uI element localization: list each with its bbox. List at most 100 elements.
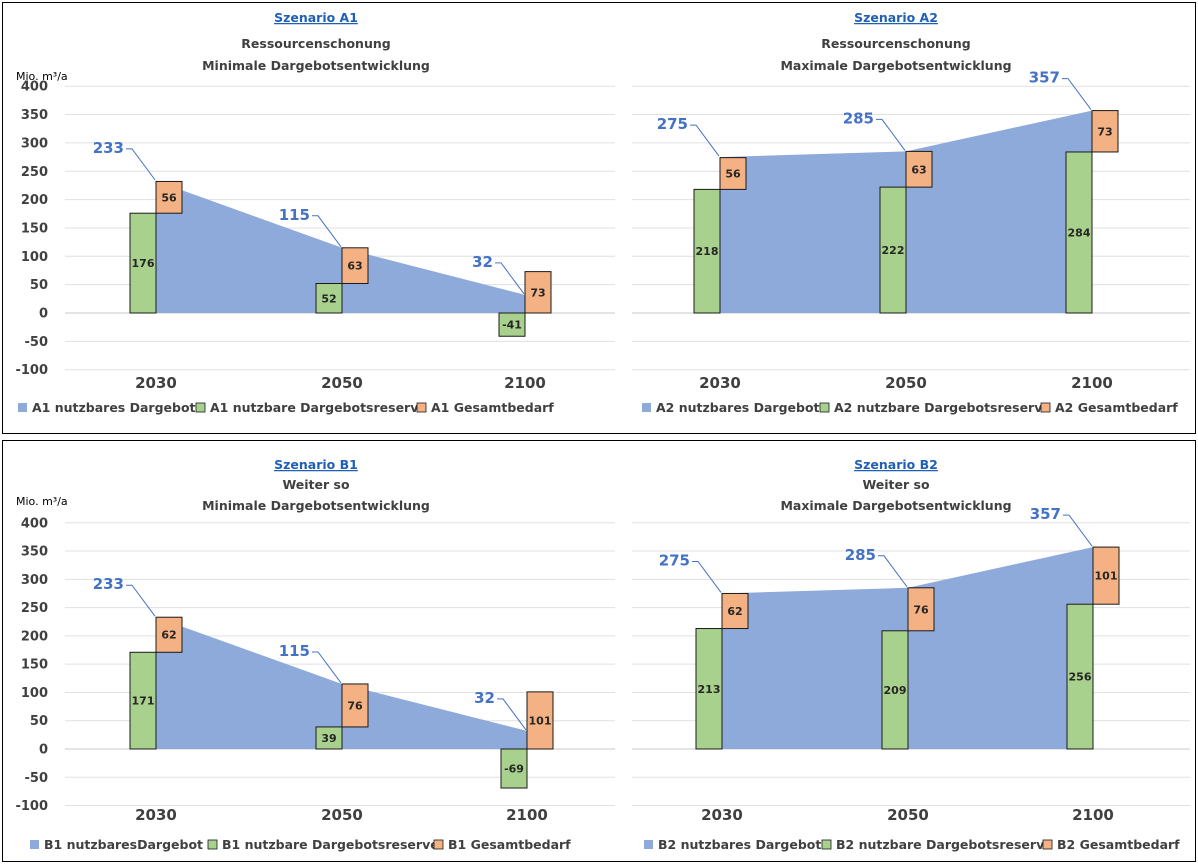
legend-swatch (416, 402, 427, 413)
y-tick-label: 50 (30, 714, 48, 729)
bar-reserve-2100 (1066, 603, 1094, 750)
legend-label: A2 nutzbares Dargebot (656, 400, 820, 415)
data-label-demand: 62 (727, 605, 742, 618)
data-label-reserve: 39 (321, 732, 336, 745)
area-a1-nutzbares-dargebot (156, 180, 525, 313)
leader-line (692, 560, 722, 593)
data-label-reserve: 218 (696, 245, 719, 258)
x-tick-label: 2050 (887, 806, 929, 824)
chart-subtitle: Minimale Dargebotsentwicklung (202, 498, 430, 513)
bar-demand-2100 (526, 691, 554, 750)
data-label-dargebot: 357 (1030, 505, 1061, 523)
data-label-dargebot: 357 (1029, 69, 1060, 87)
legend-label: A2 nutzbare Dargebotsreserve (834, 400, 1051, 415)
x-tick-label: 2030 (701, 806, 743, 824)
legend-swatch (1040, 402, 1051, 413)
bar-demand-2050 (907, 587, 935, 632)
bar-demand-2050 (341, 247, 369, 285)
data-label-reserve: -69 (504, 763, 524, 776)
data-label-reserve: 176 (132, 257, 155, 270)
bar-reserve-2030 (129, 651, 157, 750)
y-tick-label: 400 (21, 80, 48, 95)
leader-line (126, 584, 156, 617)
y-tick-label: 250 (21, 601, 48, 616)
data-label-demand: 56 (161, 191, 177, 204)
data-label-demand: 76 (347, 699, 363, 712)
data-label-demand: 56 (725, 168, 741, 181)
y-tick-label: 0 (39, 307, 48, 322)
y-tick-label: -100 (15, 799, 48, 814)
x-tick-label: 2030 (699, 374, 741, 392)
bar-reserve-2050 (315, 283, 343, 314)
bar-reserve-2100 (1065, 151, 1093, 314)
legend-label: A1 nutzbare Dargebotsreserve (210, 400, 427, 415)
legend-swatch (1042, 839, 1053, 850)
bar-demand-2100 (1092, 546, 1120, 605)
legend-label: B2 nutzbare Dargebotsreserve (836, 837, 1053, 852)
legend-swatch (30, 840, 39, 849)
y-tick-label: 200 (21, 193, 48, 208)
data-label-dargebot: 32 (472, 253, 493, 271)
y-tick-label: -50 (25, 771, 49, 786)
leader-line (1063, 514, 1093, 547)
leader-line (1062, 78, 1092, 110)
data-label-reserve: 171 (132, 695, 155, 708)
bar-reserve-2050 (881, 630, 909, 750)
legend-swatch (207, 839, 218, 850)
y-tick-label: 50 (30, 278, 48, 293)
bar-demand-2050 (905, 150, 933, 188)
data-label-dargebot: 275 (659, 551, 690, 569)
bar-reserve-2030 (695, 628, 723, 750)
legend-label: B2 Gesamtbedarf (1057, 837, 1180, 852)
y-tick-label: 300 (21, 136, 48, 151)
data-label-reserve: 209 (884, 684, 907, 697)
data-label-demand: 63 (347, 260, 362, 273)
x-tick-label: 2050 (885, 374, 927, 392)
data-label-dargebot: 285 (843, 109, 874, 127)
bar-demand-2030 (155, 616, 183, 653)
legend-label: A1 nutzbares Dargebot (32, 400, 196, 415)
chart-subtitle: Minimale Dargebotsentwicklung (202, 58, 430, 73)
chart-a2: Szenario A2 Ressourcenschonung Maximale Da… (632, 10, 1190, 415)
data-label-demand: 62 (161, 629, 176, 642)
y-tick-label: -100 (15, 363, 48, 378)
leader-line (878, 555, 908, 588)
bar-reserve-2030 (693, 188, 721, 314)
legend-swatch (642, 403, 651, 412)
legend-swatch (821, 839, 832, 850)
chart-title: Szenario B1 (274, 457, 358, 472)
chart-a1: Szenario A1 Ressourcenschonung Minimale Da… (15, 10, 615, 415)
area-b1-nutzbares-dargebot (156, 617, 527, 749)
bar-demand-2100 (1091, 110, 1119, 153)
leader-line (126, 148, 156, 181)
chart-subtitle: Ressourcenschonung (821, 36, 970, 51)
x-tick-label: 2050 (321, 806, 363, 824)
legend-swatch (195, 402, 206, 413)
data-label-dargebot: 115 (279, 206, 310, 224)
bar-reserve-2030 (129, 212, 157, 314)
legend-label: A2 Gesamtbedarf (1055, 400, 1178, 415)
bar-demand-2100 (524, 271, 552, 314)
chart-b1: Szenario B1 Weiter so Minimale Dargebotsen… (15, 457, 615, 852)
chart-title: Szenario A1 (274, 10, 358, 25)
leader-line (495, 262, 525, 295)
data-label-reserve: -41 (502, 319, 522, 332)
y-tick-label: 200 (21, 629, 48, 644)
y-tick-label: 400 (21, 516, 48, 531)
bar-reserve-2100 (500, 748, 528, 789)
bar-reserve-2050 (879, 186, 907, 314)
legend-swatch (433, 839, 444, 850)
data-label-reserve: 222 (882, 244, 905, 257)
y-tick-label: 300 (21, 573, 48, 588)
legend-label: B1 Gesamtbedarf (448, 837, 571, 852)
leader-line (312, 215, 342, 248)
data-label-dargebot: 285 (845, 546, 876, 564)
data-label-dargebot: 233 (93, 575, 124, 593)
y-tick-label: 350 (21, 108, 48, 123)
y-tick-label: 250 (21, 165, 48, 180)
legend-swatch (819, 402, 830, 413)
chart-title: Szenario A2 (854, 10, 938, 25)
bar-demand-2030 (721, 592, 749, 630)
chart-subtitle: Weiter so (282, 477, 350, 492)
x-tick-label: 2100 (1071, 374, 1113, 392)
